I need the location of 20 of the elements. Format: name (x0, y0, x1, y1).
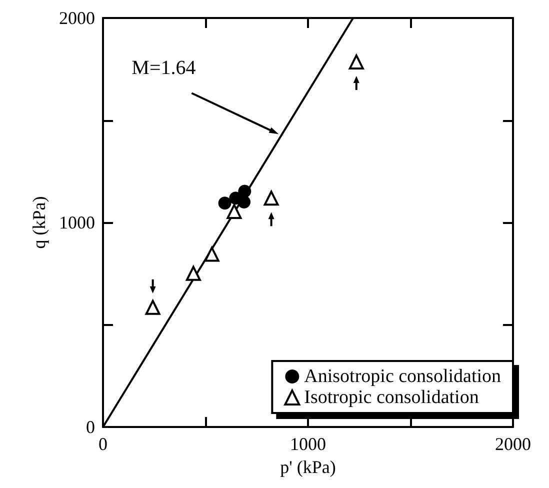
annotation: M=1.64 (132, 57, 196, 80)
legend-label: Isotropic consolidation (304, 387, 480, 408)
point (218, 196, 232, 210)
x-tick-label: 2000 (495, 434, 531, 454)
x-tick-label: 0 (98, 434, 108, 454)
point (204, 246, 220, 262)
x-tick-label: 1000 (290, 434, 326, 454)
y-axis-title: q (kPa) (29, 196, 50, 249)
y-tick-label: 2000 (59, 8, 95, 28)
y-tick-label: 1000 (59, 212, 95, 232)
point (226, 204, 242, 219)
point (348, 54, 364, 70)
y-tick-label: 0 (86, 417, 95, 437)
legend-label: Anisotropic consolidation (304, 366, 502, 387)
point (145, 300, 160, 315)
point (264, 190, 279, 206)
x-axis-title: p' (kPa) (280, 456, 336, 477)
point (186, 266, 201, 281)
point (238, 184, 252, 198)
point (238, 196, 251, 209)
